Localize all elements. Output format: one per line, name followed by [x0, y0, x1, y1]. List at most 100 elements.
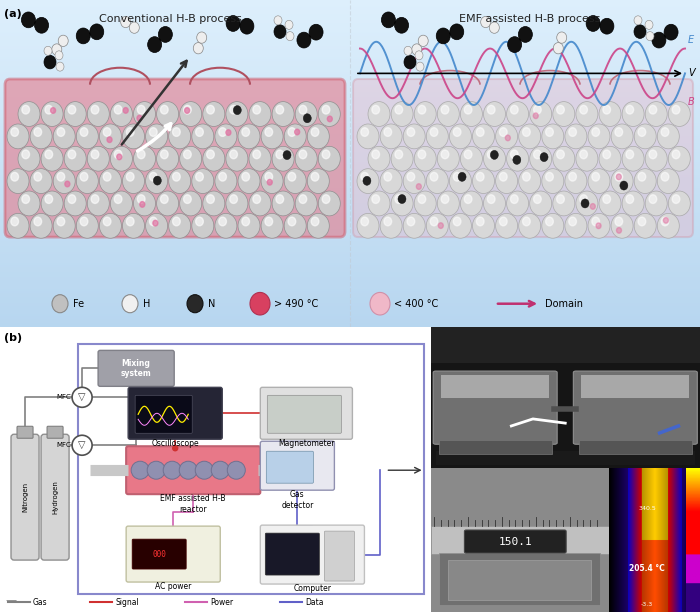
Circle shape	[414, 191, 436, 216]
Circle shape	[530, 191, 552, 216]
Circle shape	[568, 217, 577, 226]
Circle shape	[242, 217, 249, 226]
Circle shape	[476, 217, 484, 226]
Circle shape	[117, 154, 122, 160]
Circle shape	[134, 102, 155, 127]
Circle shape	[426, 214, 448, 238]
Circle shape	[476, 173, 484, 181]
Circle shape	[416, 184, 421, 189]
Circle shape	[150, 128, 157, 136]
Bar	[440, 553, 600, 605]
Circle shape	[404, 55, 416, 69]
Circle shape	[645, 20, 653, 29]
Circle shape	[522, 217, 531, 226]
Circle shape	[484, 146, 505, 171]
Circle shape	[616, 174, 622, 180]
Circle shape	[173, 128, 181, 136]
Circle shape	[185, 108, 190, 113]
Circle shape	[18, 146, 40, 171]
Circle shape	[357, 124, 379, 149]
Circle shape	[80, 128, 88, 136]
Circle shape	[430, 173, 438, 181]
Circle shape	[88, 102, 109, 127]
Circle shape	[533, 195, 541, 203]
Circle shape	[664, 217, 668, 223]
Circle shape	[311, 173, 319, 181]
Circle shape	[163, 461, 181, 479]
Circle shape	[52, 44, 62, 55]
Circle shape	[299, 195, 307, 203]
Circle shape	[615, 128, 623, 136]
Circle shape	[615, 217, 623, 226]
Circle shape	[622, 102, 644, 127]
Text: Computer: Computer	[293, 584, 331, 593]
Circle shape	[418, 35, 428, 47]
Circle shape	[228, 461, 245, 479]
Text: EMF assisted H-B
reactor: EMF assisted H-B reactor	[160, 494, 226, 513]
Circle shape	[76, 28, 90, 44]
Circle shape	[473, 124, 494, 149]
Circle shape	[649, 195, 657, 203]
Circle shape	[603, 150, 610, 159]
Circle shape	[242, 173, 249, 181]
Circle shape	[64, 102, 86, 127]
Circle shape	[272, 146, 294, 171]
Circle shape	[626, 195, 634, 203]
Text: Signal: Signal	[115, 597, 139, 606]
Circle shape	[318, 146, 340, 171]
Circle shape	[183, 105, 191, 114]
Circle shape	[169, 214, 190, 238]
Circle shape	[111, 146, 132, 171]
Circle shape	[611, 124, 633, 149]
Circle shape	[307, 124, 329, 149]
Circle shape	[126, 173, 134, 181]
Circle shape	[226, 102, 248, 127]
FancyBboxPatch shape	[132, 539, 186, 569]
Circle shape	[507, 191, 528, 216]
Circle shape	[496, 169, 517, 193]
Circle shape	[414, 146, 436, 171]
Circle shape	[580, 105, 587, 114]
Circle shape	[57, 173, 64, 181]
Circle shape	[368, 102, 390, 127]
Circle shape	[311, 217, 319, 226]
FancyBboxPatch shape	[128, 387, 223, 439]
Circle shape	[533, 113, 538, 119]
Text: Domain: Domain	[545, 299, 583, 308]
Circle shape	[80, 217, 88, 226]
Circle shape	[403, 124, 425, 149]
Circle shape	[372, 150, 379, 159]
Circle shape	[146, 214, 167, 238]
Circle shape	[126, 128, 134, 136]
Circle shape	[592, 217, 600, 226]
Circle shape	[603, 105, 610, 114]
Circle shape	[265, 128, 273, 136]
Circle shape	[104, 128, 111, 136]
Circle shape	[192, 169, 214, 193]
Circle shape	[530, 102, 552, 127]
Circle shape	[622, 191, 644, 216]
Circle shape	[104, 173, 111, 181]
Circle shape	[380, 169, 402, 193]
Circle shape	[490, 151, 498, 159]
Circle shape	[137, 105, 145, 114]
Circle shape	[661, 128, 669, 136]
Circle shape	[276, 150, 284, 159]
FancyBboxPatch shape	[126, 446, 260, 494]
Text: —: —	[5, 595, 16, 605]
Circle shape	[652, 32, 666, 48]
Text: Mixing
system: Mixing system	[121, 359, 151, 378]
Circle shape	[187, 294, 203, 313]
Circle shape	[372, 105, 379, 114]
Circle shape	[484, 191, 505, 216]
Circle shape	[600, 18, 614, 34]
Circle shape	[546, 173, 553, 181]
Circle shape	[318, 102, 340, 127]
Circle shape	[599, 102, 621, 127]
Text: EMF assisted H-B process: EMF assisted H-B process	[459, 13, 601, 23]
Text: V: V	[688, 69, 694, 78]
Circle shape	[592, 128, 600, 136]
Circle shape	[7, 124, 29, 149]
Circle shape	[496, 124, 517, 149]
Circle shape	[565, 124, 587, 149]
